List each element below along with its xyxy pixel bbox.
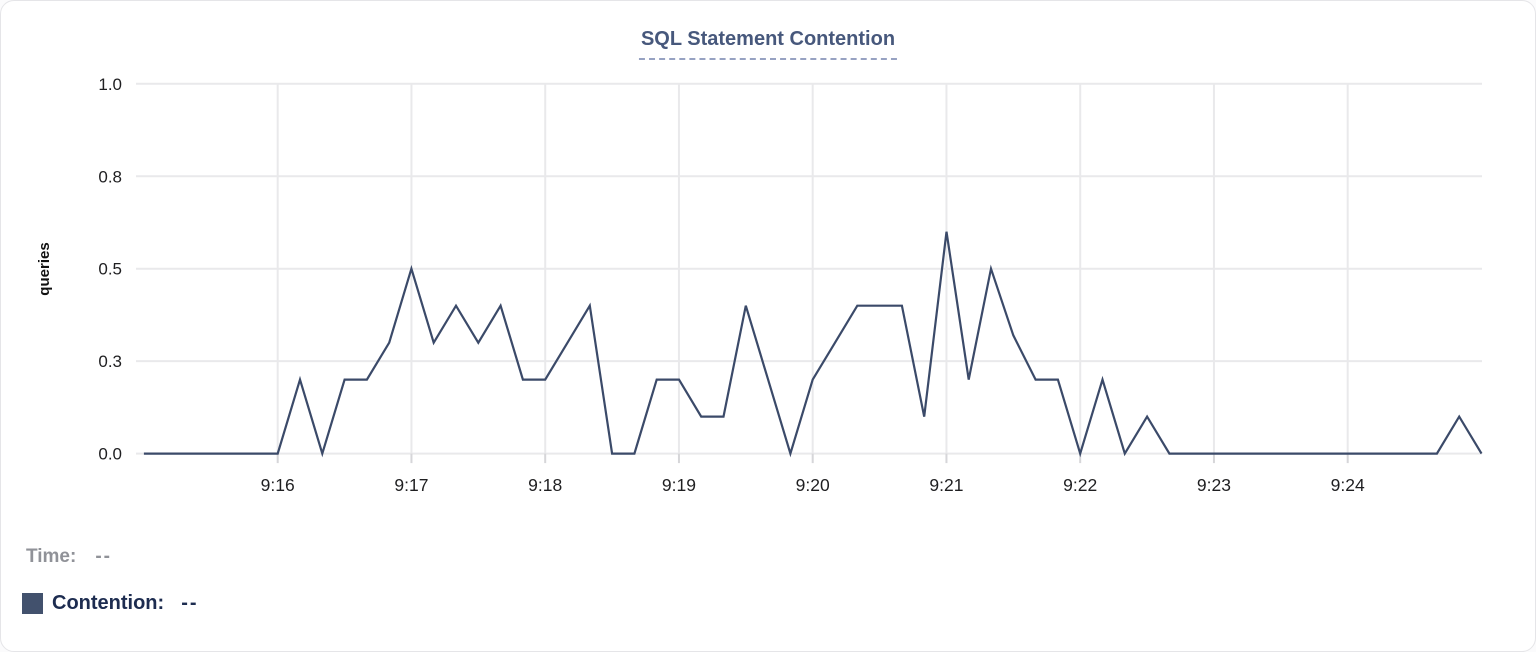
x-tick-label: 9:23 [1197, 475, 1231, 495]
y-tick-label: 1.0 [98, 75, 122, 94]
contention-series-line [143, 231, 1483, 458]
legend-time-label: Time: [26, 546, 77, 567]
contention-line-chart[interactable]: 0.0 0.3 0.5 0.8 1.0 9:16 9:17 9:18 9:19 9:20 9:21 9… [1, 1, 1536, 516]
x-tick-label: 9:17 [394, 475, 428, 495]
x-tick-label: 9:18 [528, 475, 562, 495]
legend-contention-value: -- [181, 592, 199, 614]
y-tick-label: 0.3 [98, 352, 122, 371]
y-axis-label: queries [36, 242, 53, 295]
x-tick-label: 9:19 [662, 475, 696, 495]
legend-time-row: Time: -- [26, 546, 112, 568]
x-tick-label: 9:21 [929, 475, 963, 495]
x-tick-label: 9:22 [1063, 475, 1097, 495]
x-tick-label: 9:16 [261, 475, 295, 495]
y-tick-label: 0.0 [98, 445, 122, 464]
x-tick-label: 9:24 [1331, 475, 1365, 495]
y-tick-label: 0.5 [98, 260, 122, 279]
legend-contention-row: Contention: -- [22, 592, 199, 615]
chart-title[interactable]: SQL Statement Contention [638, 28, 898, 60]
legend-time-value: -- [95, 546, 112, 567]
legend-contention-label: Contention: [52, 592, 165, 614]
x-tick-label: 9:20 [796, 475, 830, 495]
contention-legend-swatch [22, 593, 43, 614]
y-tick-label: 0.8 [98, 167, 122, 186]
